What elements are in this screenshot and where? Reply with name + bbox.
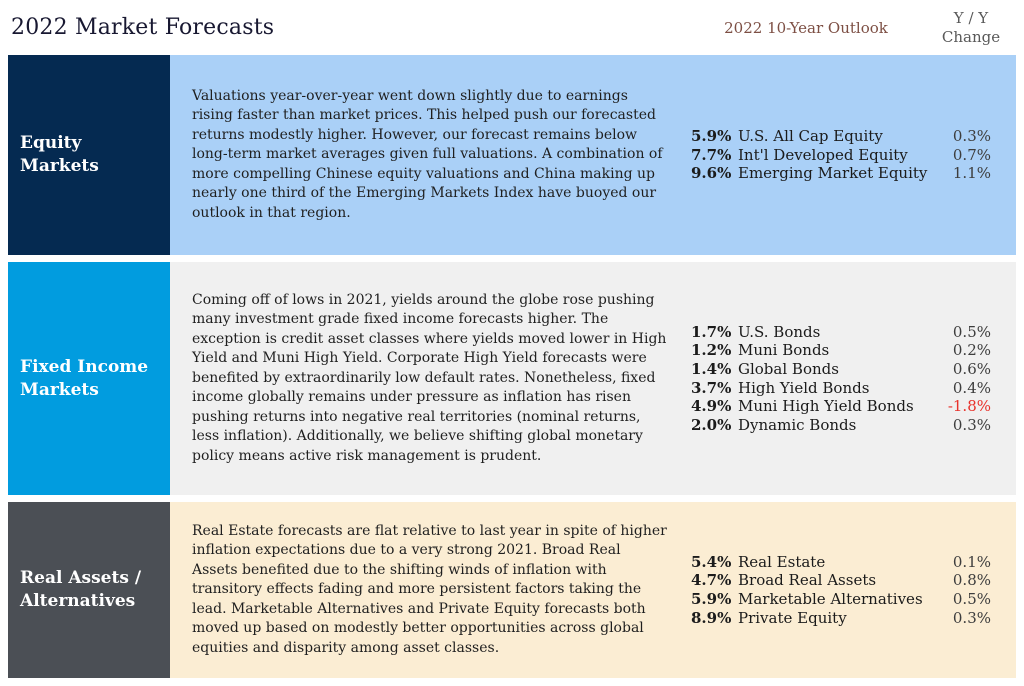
- asset-name: U.S. Bonds: [738, 322, 821, 341]
- section-description: Valuations year-over-year went down slig…: [192, 87, 663, 221]
- yy-change-value: 0.2%: [952, 341, 991, 360]
- forecast-row: 2.0% Dynamic Bonds 0.3%: [691, 416, 991, 435]
- forecast-value: 1.7%: [691, 322, 732, 341]
- forecast-row: 3.7% High Yield Bonds 0.4%: [691, 379, 991, 398]
- forecast-sections: Equity Markets Valuations year-over-year…: [8, 55, 1016, 678]
- page-title: 2022 Market Forecasts: [11, 15, 275, 40]
- forecast-row: 5.9% Marketable Alternatives 0.5%: [691, 590, 991, 609]
- section-content: Coming off of lows in 2021, yields aroun…: [170, 262, 1016, 495]
- forecast-value: 9.6%: [691, 164, 732, 183]
- forecast-value: 4.7%: [691, 571, 732, 590]
- yy-change-column-header: Y / Y Change: [926, 9, 1016, 47]
- header: 2022 Market Forecasts 2022 10-Year Outlo…: [8, 0, 1016, 55]
- yy-change-value: 0.7%: [952, 145, 991, 164]
- forecast-row: 1.4% Global Bonds 0.6%: [691, 360, 991, 379]
- forecast-row: 9.6% Emerging Market Equity 1.1%: [691, 164, 991, 183]
- outlook-column-header: 2022 10-Year Outlook: [724, 18, 888, 37]
- section-description: Coming off of lows in 2021, yields aroun…: [192, 291, 667, 464]
- yy-change-value: 0.3%: [952, 127, 991, 146]
- asset-name: Private Equity: [738, 608, 847, 627]
- forecast-value: 1.2%: [691, 341, 732, 360]
- yy-change-value: 0.5%: [952, 322, 991, 341]
- asset-name: Real Estate: [738, 552, 826, 571]
- forecast-row: 5.9% U.S. All Cap Equity 0.3%: [691, 127, 991, 146]
- forecast-rows: 1.7% U.S. Bonds 0.5% 1.2% Muni Bonds 0.2…: [691, 323, 991, 435]
- asset-name: Global Bonds: [738, 359, 839, 378]
- asset-name: Muni High Yield Bonds: [738, 397, 914, 416]
- section-sidebar: Real Assets / Alternatives: [8, 502, 170, 678]
- yy-change-value: 0.3%: [952, 415, 991, 434]
- section-description: Real Estate forecasts are flat relative …: [192, 522, 667, 656]
- yy-change-value: 0.1%: [952, 552, 991, 571]
- asset-name: Int'l Developed Equity: [738, 145, 908, 164]
- asset-name: U.S. All Cap Equity: [738, 127, 883, 146]
- forecast-value: 4.9%: [691, 397, 732, 416]
- yy-change-value: 0.5%: [952, 590, 991, 608]
- yy-change-value: 0.6%: [952, 359, 991, 378]
- asset-name: Dynamic Bonds: [738, 415, 857, 434]
- section-equity-markets: Equity Markets Valuations year-over-year…: [8, 55, 1016, 255]
- section-fixed-income-markets: Fixed Income Markets Coming off of lows …: [8, 262, 1016, 495]
- forecast-row: 5.4% Real Estate 0.1%: [691, 553, 991, 572]
- forecast-value: 1.4%: [691, 359, 732, 378]
- section-content: Valuations year-over-year went down slig…: [170, 55, 1016, 255]
- asset-name: High Yield Bonds: [738, 378, 870, 397]
- yy-change-value: 0.8%: [952, 571, 991, 590]
- section-sidebar: Fixed Income Markets: [8, 262, 170, 495]
- yy-change-header-line1: Y / Y: [953, 8, 989, 27]
- forecast-rows: 5.4% Real Estate 0.1% 4.7% Broad Real As…: [691, 553, 991, 627]
- section-label: Fixed Income Markets: [20, 356, 149, 400]
- forecast-row: 8.9% Private Equity 0.3%: [691, 609, 991, 628]
- asset-name: Broad Real Assets: [738, 571, 877, 590]
- section-label: Equity Markets: [20, 133, 99, 176]
- forecast-value: 7.7%: [691, 145, 732, 164]
- forecast-rows: 5.9% U.S. All Cap Equity 0.3% 7.7% Int'l…: [691, 127, 991, 183]
- yy-change-value: -1.8%: [947, 397, 991, 416]
- forecast-value: 3.7%: [691, 378, 732, 397]
- forecast-row: 4.7% Broad Real Assets 0.8%: [691, 571, 991, 590]
- forecast-row: 1.7% U.S. Bonds 0.5%: [691, 323, 991, 342]
- forecast-row: 1.2% Muni Bonds 0.2%: [691, 341, 991, 360]
- yy-change-value: 0.4%: [952, 378, 991, 397]
- asset-name: Muni Bonds: [738, 341, 830, 360]
- forecast-value: 5.9%: [691, 127, 732, 146]
- asset-name: Emerging Market Equity: [738, 164, 928, 183]
- forecast-value: 8.9%: [691, 608, 732, 627]
- section-content: Real Estate forecasts are flat relative …: [170, 502, 1016, 678]
- section-sidebar: Equity Markets: [8, 55, 170, 255]
- forecast-value: 2.0%: [691, 415, 732, 434]
- forecast-value: 5.9%: [691, 590, 732, 608]
- yy-change-header-line2: Change: [941, 27, 1001, 46]
- asset-name: Marketable Alternatives: [738, 590, 923, 608]
- forecast-value: 5.4%: [691, 552, 732, 571]
- yy-change-value: 0.3%: [952, 608, 991, 627]
- yy-change-value: 1.1%: [952, 164, 991, 183]
- forecast-row: 4.9% Muni High Yield Bonds -1.8%: [691, 397, 991, 416]
- section-label: Real Assets / Alternatives: [20, 568, 142, 611]
- section-real-assets-alternatives: Real Assets / Alternatives Real Estate f…: [8, 502, 1016, 678]
- forecast-row: 7.7% Int'l Developed Equity 0.7%: [691, 146, 991, 165]
